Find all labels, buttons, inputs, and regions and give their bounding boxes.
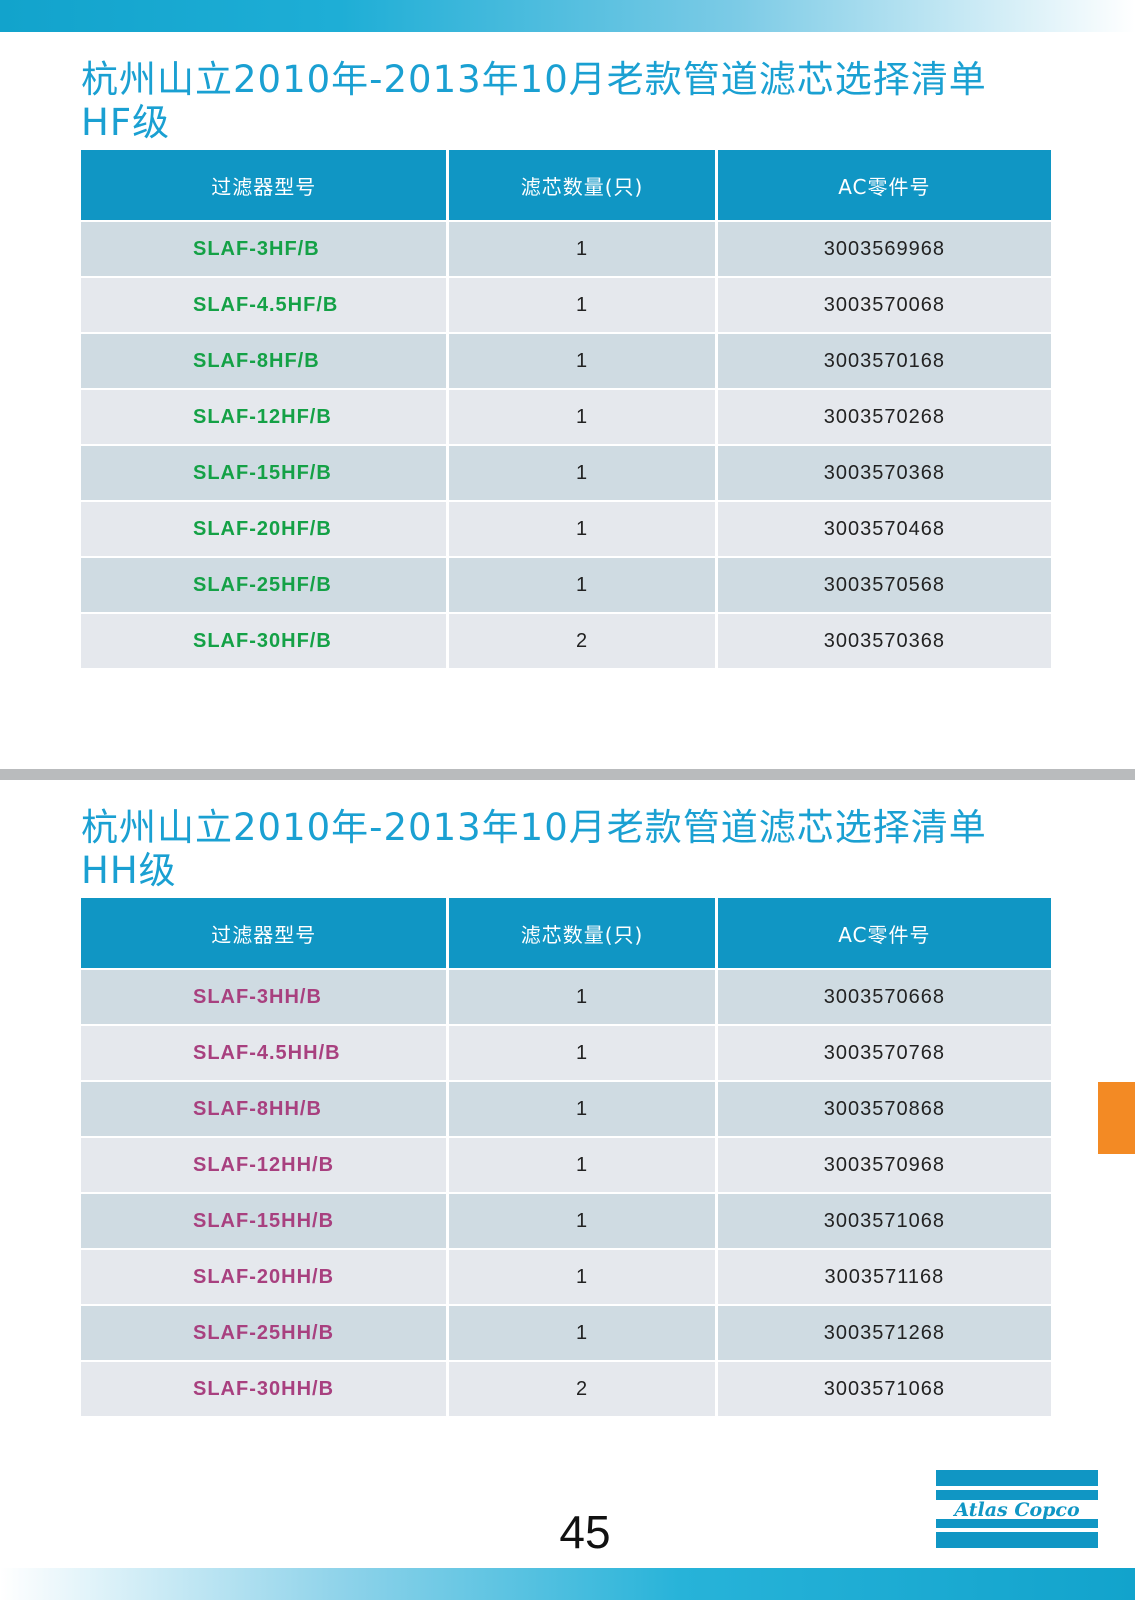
cell-part-number: 3003571168: [717, 1250, 1051, 1304]
table-row: SLAF-15HF/B 1 3003570368: [81, 446, 1051, 500]
cell-model: SLAF-3HH/B: [81, 970, 447, 1024]
page-number: 45: [559, 1506, 611, 1558]
hf-section: 杭州山立2010年-2013年10月老款管道滤芯选择清单 HF级 过滤器型号 滤…: [81, 58, 1051, 670]
header-part-number: AC零件号: [717, 150, 1051, 220]
cell-model: SLAF-3HF/B: [81, 222, 447, 276]
cell-quantity: 1: [449, 390, 715, 444]
hh-filter-table: 过滤器型号 滤芯数量(只) AC零件号 SLAF-3HH/B 1 3003570…: [78, 896, 1054, 1418]
cell-model: SLAF-12HH/B: [81, 1138, 447, 1192]
cell-model: SLAF-15HF/B: [81, 446, 447, 500]
table-row: SLAF-4.5HF/B 1 3003570068: [81, 278, 1051, 332]
atlas-copco-logo: Atlas Copco: [936, 1470, 1098, 1548]
cell-part-number: 3003571068: [717, 1362, 1051, 1416]
cell-quantity: 1: [449, 1306, 715, 1360]
hh-title-line1: 杭州山立2010年-2013年10月老款管道滤芯选择清单: [81, 806, 987, 849]
cell-quantity: 2: [449, 614, 715, 668]
table-row: SLAF-3HF/B 1 3003569968: [81, 222, 1051, 276]
header-part-number: AC零件号: [717, 898, 1051, 968]
cell-part-number: 3003570368: [717, 614, 1051, 668]
cell-quantity: 1: [449, 446, 715, 500]
header-model: 过滤器型号: [81, 898, 447, 968]
table-row: SLAF-12HF/B 1 3003570268: [81, 390, 1051, 444]
cell-model: SLAF-30HF/B: [81, 614, 447, 668]
table-row: SLAF-20HH/B 1 3003571168: [81, 1250, 1051, 1304]
hf-title-line1: 杭州山立2010年-2013年10月老款管道滤芯选择清单: [81, 58, 987, 101]
cell-part-number: 3003570968: [717, 1138, 1051, 1192]
cell-quantity: 1: [449, 278, 715, 332]
cell-quantity: 1: [449, 1138, 715, 1192]
table-row: SLAF-30HH/B 2 3003571068: [81, 1362, 1051, 1416]
hf-filter-table: 过滤器型号 滤芯数量(只) AC零件号 SLAF-3HF/B 1 3003569…: [78, 148, 1054, 670]
cell-model: SLAF-4.5HF/B: [81, 278, 447, 332]
table-row: SLAF-25HH/B 1 3003571268: [81, 1306, 1051, 1360]
side-page-tab: [1098, 1082, 1135, 1154]
cell-part-number: 3003570868: [717, 1082, 1051, 1136]
cell-part-number: 3003570368: [717, 446, 1051, 500]
cell-model: SLAF-25HF/B: [81, 558, 447, 612]
cell-part-number: 3003570668: [717, 970, 1051, 1024]
table-row: SLAF-20HF/B 1 3003570468: [81, 502, 1051, 556]
table-header-row: 过滤器型号 滤芯数量(只) AC零件号: [81, 898, 1051, 968]
cell-part-number: 3003570068: [717, 278, 1051, 332]
cell-quantity: 1: [449, 558, 715, 612]
table-header-row: 过滤器型号 滤芯数量(只) AC零件号: [81, 150, 1051, 220]
table-row: SLAF-12HH/B 1 3003570968: [81, 1138, 1051, 1192]
table-row: SLAF-30HF/B 2 3003570368: [81, 614, 1051, 668]
cell-part-number: 3003570268: [717, 390, 1051, 444]
cell-quantity: 1: [449, 970, 715, 1024]
cell-part-number: 3003570168: [717, 334, 1051, 388]
cell-quantity: 1: [449, 1026, 715, 1080]
cell-model: SLAF-4.5HH/B: [81, 1026, 447, 1080]
hh-section-title: 杭州山立2010年-2013年10月老款管道滤芯选择清单 HH级: [81, 806, 1051, 896]
cell-model: SLAF-15HH/B: [81, 1194, 447, 1248]
header-quantity: 滤芯数量(只): [449, 898, 715, 968]
cell-quantity: 1: [449, 1082, 715, 1136]
hf-section-title: 杭州山立2010年-2013年10月老款管道滤芯选择清单 HF级: [81, 58, 1051, 148]
cell-part-number: 3003570568: [717, 558, 1051, 612]
header-quantity: 滤芯数量(只): [449, 150, 715, 220]
table-row: SLAF-25HF/B 1 3003570568: [81, 558, 1051, 612]
cell-model: SLAF-30HH/B: [81, 1362, 447, 1416]
logo-text: Atlas Copco: [952, 1499, 1080, 1521]
hh-title-line2: HH级: [81, 849, 177, 892]
cell-quantity: 1: [449, 502, 715, 556]
cell-model: SLAF-20HF/B: [81, 502, 447, 556]
cell-quantity: 1: [449, 1194, 715, 1248]
bottom-gradient-bar: [0, 1568, 1135, 1600]
hf-title-line2: HF级: [81, 101, 171, 144]
cell-model: SLAF-25HH/B: [81, 1306, 447, 1360]
table-row: SLAF-4.5HH/B 1 3003570768: [81, 1026, 1051, 1080]
cell-part-number: 3003570468: [717, 502, 1051, 556]
cell-quantity: 1: [449, 222, 715, 276]
cell-part-number: 3003569968: [717, 222, 1051, 276]
section-divider: [0, 769, 1135, 780]
table-row: SLAF-3HH/B 1 3003570668: [81, 970, 1051, 1024]
cell-quantity: 2: [449, 1362, 715, 1416]
cell-part-number: 3003571068: [717, 1194, 1051, 1248]
cell-model: SLAF-8HF/B: [81, 334, 447, 388]
cell-part-number: 3003570768: [717, 1026, 1051, 1080]
table-row: SLAF-15HH/B 1 3003571068: [81, 1194, 1051, 1248]
hh-section: 杭州山立2010年-2013年10月老款管道滤芯选择清单 HH级 过滤器型号 滤…: [81, 806, 1051, 1418]
cell-model: SLAF-12HF/B: [81, 390, 447, 444]
cell-quantity: 1: [449, 1250, 715, 1304]
table-row: SLAF-8HH/B 1 3003570868: [81, 1082, 1051, 1136]
cell-quantity: 1: [449, 334, 715, 388]
header-model: 过滤器型号: [81, 150, 447, 220]
cell-model: SLAF-20HH/B: [81, 1250, 447, 1304]
cell-part-number: 3003571268: [717, 1306, 1051, 1360]
cell-model: SLAF-8HH/B: [81, 1082, 447, 1136]
top-gradient-bar: [0, 0, 1135, 32]
table-row: SLAF-8HF/B 1 3003570168: [81, 334, 1051, 388]
